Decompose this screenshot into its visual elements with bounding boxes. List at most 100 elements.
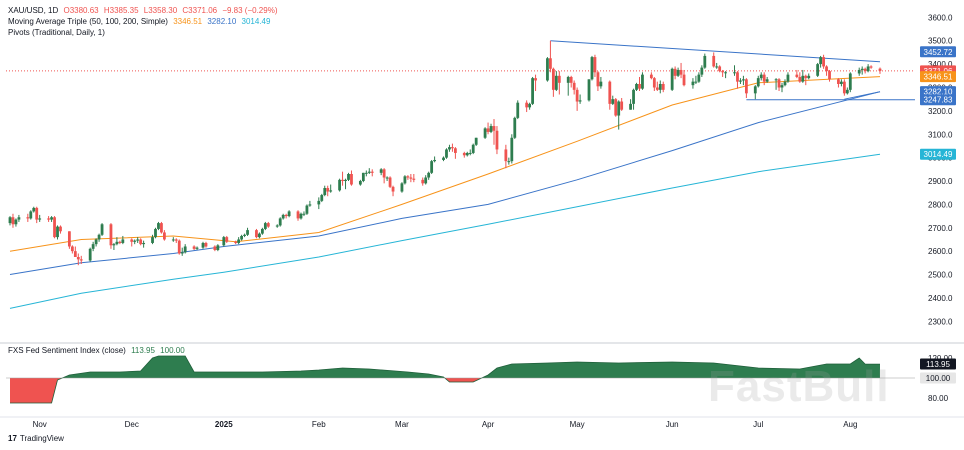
candle xyxy=(462,151,466,158)
price-axis-label: 3014.49 xyxy=(920,148,956,160)
candle xyxy=(388,176,392,189)
candle-body xyxy=(326,188,330,192)
candle xyxy=(828,69,831,82)
candle-body xyxy=(445,149,448,158)
candle-body xyxy=(121,239,125,243)
price-tick-label: 3600.0 xyxy=(928,13,953,22)
candle-body xyxy=(638,83,641,89)
candle xyxy=(47,216,51,222)
candle xyxy=(676,67,680,77)
tradingview-label: TradingView xyxy=(19,434,64,443)
candle-body xyxy=(837,79,840,84)
candle xyxy=(703,53,707,69)
candle xyxy=(302,211,306,217)
candle xyxy=(617,100,621,130)
candles xyxy=(8,40,882,266)
candle xyxy=(489,123,493,134)
candle xyxy=(391,185,395,197)
candle-body xyxy=(17,217,21,220)
candle xyxy=(780,82,784,93)
candle xyxy=(471,143,475,155)
tradingview-logo[interactable]: 17 TradingView xyxy=(8,434,64,443)
candle-body xyxy=(201,242,205,248)
candle xyxy=(222,235,226,247)
candle-body xyxy=(76,257,80,260)
candle xyxy=(504,144,508,169)
month-label: 2025 xyxy=(215,420,233,429)
candle-body xyxy=(91,244,95,249)
candle xyxy=(786,72,790,83)
candle xyxy=(655,81,659,91)
candle xyxy=(174,238,178,243)
candle-body xyxy=(798,76,802,82)
candle xyxy=(275,224,279,228)
candle xyxy=(451,143,454,152)
candle-body xyxy=(673,68,677,76)
ma50-value: 3346.51 xyxy=(173,17,203,26)
candle-body xyxy=(287,211,291,217)
candle xyxy=(759,72,763,81)
candle-body xyxy=(828,71,831,80)
candle-body xyxy=(243,234,246,236)
candle-body xyxy=(154,228,157,238)
price-tick-label: 2700.0 xyxy=(928,224,953,233)
price-tick-label: 3200.0 xyxy=(928,107,953,116)
candle xyxy=(863,67,867,74)
candle-body xyxy=(715,66,719,68)
candle-body xyxy=(617,101,621,116)
candle-body xyxy=(468,152,472,154)
candle xyxy=(385,176,389,182)
candle xyxy=(225,235,229,243)
candle xyxy=(474,137,478,146)
candle-body xyxy=(483,128,487,138)
candle xyxy=(406,175,410,180)
candle xyxy=(11,213,15,228)
candle xyxy=(412,174,416,183)
candle-body xyxy=(611,99,615,104)
candle-body xyxy=(421,179,425,184)
candle xyxy=(819,55,823,68)
candle-body xyxy=(370,171,374,173)
candle-body xyxy=(14,219,18,225)
candle-body xyxy=(549,58,552,69)
candle-body xyxy=(442,157,445,160)
candle-body xyxy=(50,217,53,220)
month-label: Apr xyxy=(482,420,495,429)
sentiment-label: FXS Fed Sentiment Index (close) xyxy=(8,346,126,355)
candle xyxy=(240,234,244,241)
candle xyxy=(130,238,134,247)
candle-body xyxy=(67,231,71,247)
candle-body xyxy=(367,171,371,173)
candle xyxy=(424,175,428,185)
candle-body xyxy=(649,74,653,79)
candle-body xyxy=(578,100,582,102)
candle-body xyxy=(786,74,790,82)
candle-body xyxy=(513,117,517,138)
candle xyxy=(507,157,511,165)
candle-body xyxy=(38,218,42,220)
candle-body xyxy=(691,81,695,86)
candle xyxy=(620,98,624,111)
sentiment-line xyxy=(10,355,880,404)
candle xyxy=(557,71,561,95)
price-axis-label-text: 3247.83 xyxy=(924,96,953,105)
candle xyxy=(798,72,802,83)
candle xyxy=(50,216,53,222)
legend-sentiment: FXS Fed Sentiment Index (close) 113.95 1… xyxy=(8,345,188,356)
ma-label: Moving Average Triple (50, 100, 200, Sim… xyxy=(8,17,168,26)
candle xyxy=(433,156,437,163)
candle-body xyxy=(406,176,410,178)
candle xyxy=(486,122,490,135)
candle xyxy=(403,175,407,185)
trendline xyxy=(844,91,881,100)
candle-body xyxy=(635,83,638,90)
candle xyxy=(367,168,371,174)
candle-body xyxy=(433,159,437,162)
candle xyxy=(234,240,238,245)
candle xyxy=(804,74,808,86)
candle-body xyxy=(329,190,333,192)
candle-body xyxy=(652,78,656,88)
candle-body xyxy=(448,147,451,150)
candle xyxy=(700,65,704,77)
candle-body xyxy=(32,207,36,212)
